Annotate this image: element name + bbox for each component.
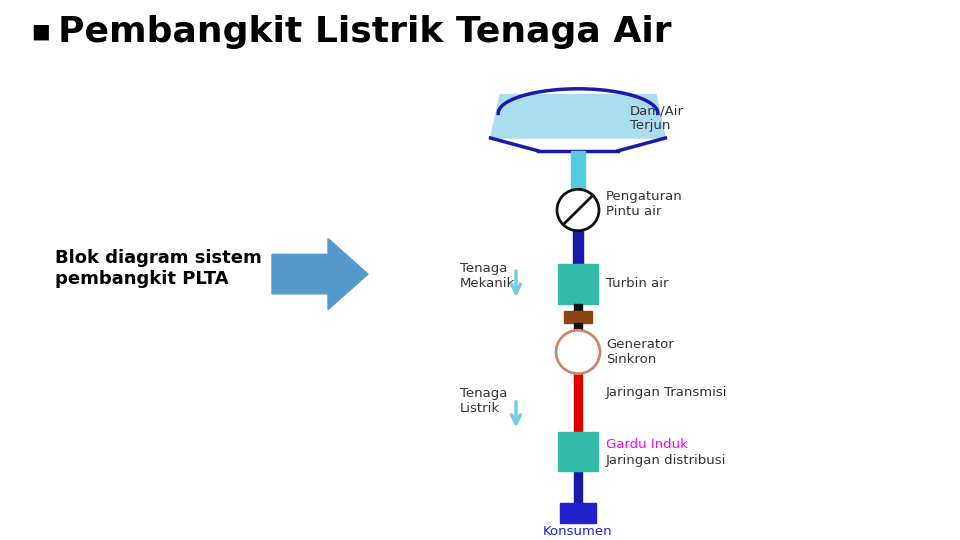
Text: Pembangkit Listrik Tenaga Air: Pembangkit Listrik Tenaga Air <box>58 15 672 49</box>
Bar <box>564 310 592 323</box>
Text: Tenaga
Mekanik: Tenaga Mekanik <box>460 262 516 290</box>
Bar <box>573 231 583 264</box>
Bar <box>571 151 585 190</box>
Text: Turbin air: Turbin air <box>606 278 668 291</box>
Text: Pengaturan
Pintu air: Pengaturan Pintu air <box>606 190 683 218</box>
Text: Tenaga
Listrik: Tenaga Listrik <box>460 387 508 415</box>
Text: Gardu Induk: Gardu Induk <box>606 438 688 451</box>
Bar <box>574 374 582 432</box>
Bar <box>560 503 596 523</box>
Text: Blok diagram sistem
pembangkit PLTA: Blok diagram sistem pembangkit PLTA <box>55 249 262 288</box>
Bar <box>574 471 582 503</box>
Polygon shape <box>272 239 368 309</box>
Circle shape <box>557 190 599 231</box>
Text: Jaringan distribusi: Jaringan distribusi <box>606 454 727 467</box>
Text: ▪: ▪ <box>30 18 51 47</box>
Polygon shape <box>491 94 665 138</box>
Bar <box>558 264 598 303</box>
Bar <box>574 303 582 310</box>
Text: Konsumen: Konsumen <box>543 525 612 538</box>
Text: Generator
Sinkron: Generator Sinkron <box>606 338 674 366</box>
Text: Dam/Air
Terjun: Dam/Air Terjun <box>630 104 684 132</box>
Bar <box>558 432 598 471</box>
Text: Jaringan Transmisi: Jaringan Transmisi <box>606 387 728 400</box>
Circle shape <box>556 330 600 374</box>
Bar <box>574 323 582 330</box>
Text: G: G <box>571 343 585 361</box>
